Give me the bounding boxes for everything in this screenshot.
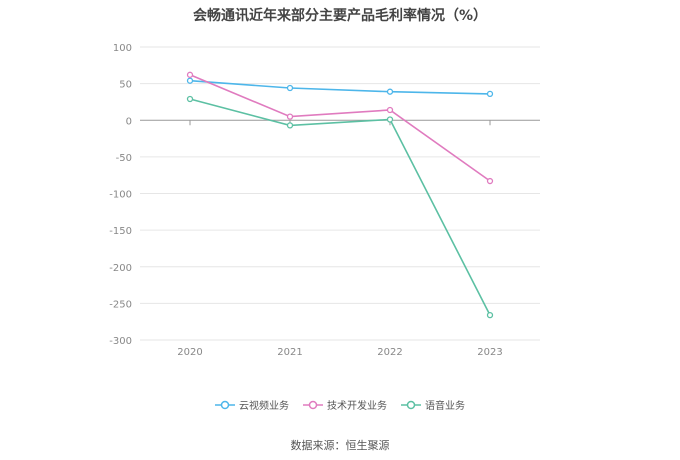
legend: 云视频业务 技术开发业务 语音业务 [0,397,680,412]
y-tick-label: -200 [109,263,132,274]
chart-title: 会畅通讯近年来部分主要产品毛利率情况（%） [192,8,488,24]
grid-lines [140,46,540,341]
legend-item-cloud-video[interactable]: 云视频业务 [215,397,289,412]
legend-marker-icon [215,400,235,409]
legend-item-tech-dev[interactable]: 技术开发业务 [303,397,387,412]
legend-item-voice[interactable]: 语音业务 [401,397,465,412]
data-point[interactable] [486,177,494,185]
axes: 100 50 0 -50 -100 -150 -200 -250 -300 2020 2021 202… [109,43,540,358]
y-tick-label: -250 [109,299,132,310]
series-line [189,79,491,95]
series-lines [186,71,494,319]
line-chart: 100 50 0 -50 -100 -150 -200 -250 -300 2020 2021 202… [109,43,540,358]
legend-marker-icon [303,400,323,409]
data-point[interactable] [186,71,194,78]
y-tick-label: -150 [109,226,132,237]
y-tick-label: 100 [113,43,132,54]
y-tick-label: -50 [116,153,132,164]
legend-label: 语音业务 [425,401,465,412]
y-tick-label: -300 [109,336,132,347]
data-point[interactable] [186,95,194,103]
legend-label: 云视频业务 [239,401,289,412]
y-tick-label: 50 [119,80,132,91]
data-point[interactable] [486,90,494,98]
data-point[interactable] [186,77,194,84]
legend-label: 技术开发业务 [327,401,387,412]
data-point[interactable] [386,106,394,114]
data-point[interactable] [286,122,294,129]
y-tick-label: -100 [109,190,132,201]
series-line [189,74,491,182]
data-source: 数据来源：恒生聚源 [290,439,390,452]
x-tick-label: 2022 [377,347,402,358]
data-point[interactable] [486,311,494,319]
data-point[interactable] [386,116,394,123]
data-point[interactable] [286,113,294,120]
x-tick-label: 2020 [177,347,202,358]
x-tick-label: 2021 [277,347,302,358]
series-line [189,98,491,316]
data-point[interactable] [386,88,394,95]
legend-marker-icon [401,400,421,409]
x-tick-label: 2023 [477,347,502,358]
data-point[interactable] [286,84,294,92]
y-tick-label: 0 [126,116,132,127]
